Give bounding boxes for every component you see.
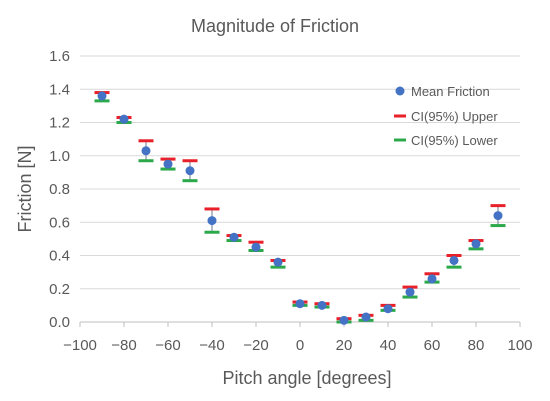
x-tick-label: 60 xyxy=(424,337,441,354)
y-tick-label: 0.4 xyxy=(49,248,70,265)
y-tick-label: 0.8 xyxy=(49,181,70,198)
x-tick-label: 20 xyxy=(336,337,353,354)
tick-labels: 0.0 0.2 0.4 0.6 0.8 1.0 1.2 1.4 1.6 −100 −80 −60 −40… xyxy=(49,48,532,354)
x-tick-label: −80 xyxy=(111,337,136,354)
y-tick-label: 1.0 xyxy=(49,148,70,165)
mean-point xyxy=(339,315,349,325)
mean-point xyxy=(317,300,327,310)
legend-label-lower: CI(95%) Lower xyxy=(411,133,498,148)
x-axis-label: Pitch angle [degrees] xyxy=(222,368,391,388)
y-tick-label: 0.0 xyxy=(49,314,70,331)
legend-label-mean: Mean Friction xyxy=(411,84,490,99)
mean-point xyxy=(361,312,371,322)
mean-point xyxy=(185,166,195,176)
mean-point xyxy=(493,211,503,221)
y-tick-label: 0.6 xyxy=(49,214,70,231)
mean-point xyxy=(405,287,415,297)
axes xyxy=(79,321,521,327)
y-tick-label: 1.2 xyxy=(49,115,70,132)
mean-point xyxy=(383,304,393,314)
error-stems xyxy=(101,92,499,322)
x-tick-label: 40 xyxy=(380,337,397,354)
mean-point xyxy=(427,274,437,284)
x-tick-label: −20 xyxy=(243,337,268,354)
mean-point xyxy=(229,232,239,242)
mean-point xyxy=(141,146,151,156)
mean-point xyxy=(251,242,261,252)
mean-point xyxy=(119,114,129,124)
gridlines xyxy=(80,55,520,290)
legend: Mean Friction CI(95%) Upper CI(95%) Lowe… xyxy=(394,84,498,148)
mean-point xyxy=(207,216,217,226)
x-tick-label: −100 xyxy=(63,337,97,354)
mean-point xyxy=(449,255,459,265)
legend-marker-mean xyxy=(395,86,405,96)
mean-point xyxy=(295,299,305,309)
y-axis-label: Friction [N] xyxy=(15,145,35,232)
y-tick-label: 1.4 xyxy=(49,81,70,98)
mean-point xyxy=(273,257,283,267)
mean-point xyxy=(97,91,107,101)
y-tick-label: 0.2 xyxy=(49,281,70,298)
chart-title: Magnitude of Friction xyxy=(191,16,359,36)
mean-point xyxy=(163,159,173,169)
x-tick-label: 80 xyxy=(468,337,485,354)
mean-point xyxy=(471,239,481,249)
x-tick-label: −40 xyxy=(199,337,224,354)
y-tick-label: 1.6 xyxy=(49,48,70,65)
x-tick-label: 100 xyxy=(507,337,532,354)
data-marks xyxy=(94,91,506,325)
x-tick-label: 0 xyxy=(296,337,304,354)
x-tick-label: −60 xyxy=(155,337,180,354)
legend-label-upper: CI(95%) Upper xyxy=(411,109,498,124)
